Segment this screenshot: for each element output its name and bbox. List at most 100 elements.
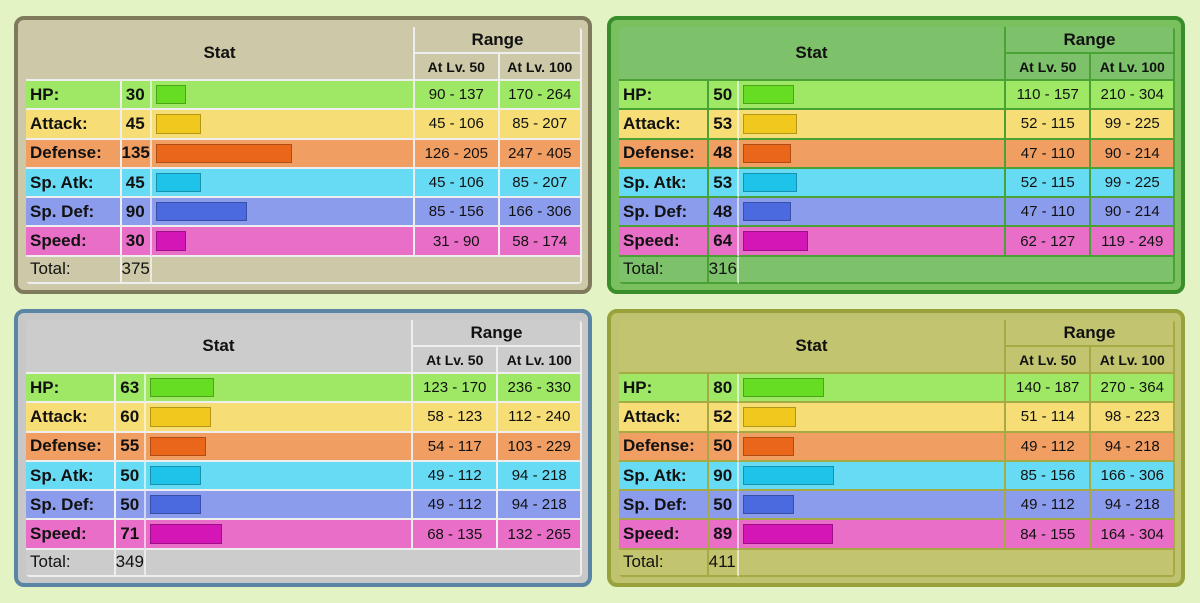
range-lv50: 49 - 112 bbox=[1005, 491, 1092, 521]
stat-bar-cell bbox=[151, 198, 416, 228]
stat-label: HP: bbox=[619, 374, 709, 404]
range-lv100: 170 - 264 bbox=[499, 81, 582, 111]
stat-bar-cell bbox=[146, 403, 413, 433]
stat-row-sp-atk: Sp. Atk: 53 52 - 115 99 - 225 bbox=[619, 168, 1175, 199]
range-lv50: 123 - 170 bbox=[412, 374, 499, 404]
stat-header: Stat bbox=[26, 27, 416, 81]
stat-row-defense: Defense: 55 54 - 117 103 - 229 bbox=[26, 432, 582, 462]
stat-value: 64 bbox=[708, 227, 740, 257]
range-lv50: 49 - 112 bbox=[412, 461, 499, 492]
total-filler bbox=[151, 256, 582, 284]
lv100-header: At Lv. 100 bbox=[498, 347, 582, 374]
stat-bar-cell bbox=[739, 139, 1006, 169]
stat-header: Stat bbox=[619, 27, 1006, 81]
stat-table: Stat Range At Lv. 50 At Lv. 100 HP: 50 110 - 1… bbox=[619, 27, 1175, 284]
stat-label: Speed: bbox=[619, 520, 709, 550]
stat-row-sp-def: Sp. Def: 50 49 - 112 94 - 218 bbox=[26, 491, 582, 521]
lv100-header: At Lv. 100 bbox=[1091, 347, 1175, 374]
stat-row-attack: Attack: 60 58 - 123 112 - 240 bbox=[26, 403, 582, 433]
stat-table: Stat Range At Lv. 50 At Lv. 100 HP: 63 123 - 1… bbox=[26, 320, 582, 577]
range-lv50: 51 - 114 bbox=[1005, 403, 1092, 433]
stat-panel-4: Stat Range At Lv. 50 At Lv. 100 HP: 80 140 - 1… bbox=[607, 309, 1185, 587]
stat-bar bbox=[743, 85, 795, 105]
stat-value: 89 bbox=[708, 520, 740, 550]
range-lv100: 99 - 225 bbox=[1091, 168, 1175, 199]
stat-bar-cell bbox=[151, 227, 416, 257]
stat-value: 53 bbox=[708, 110, 740, 140]
total-filler bbox=[739, 256, 1175, 284]
stat-bar-cell bbox=[146, 461, 413, 492]
range-lv100: 94 - 218 bbox=[498, 461, 582, 492]
total-label: Total: bbox=[619, 549, 709, 577]
range-lv100: 94 - 218 bbox=[498, 491, 582, 521]
range-lv50: 54 - 117 bbox=[412, 432, 499, 462]
range-lv50: 47 - 110 bbox=[1005, 139, 1092, 169]
stat-row-speed: Speed: 30 31 - 90 58 - 174 bbox=[26, 227, 582, 257]
range-lv50: 84 - 155 bbox=[1005, 520, 1092, 550]
range-lv100: 85 - 207 bbox=[499, 110, 582, 140]
stat-bar-cell bbox=[739, 432, 1006, 462]
range-lv100: 85 - 207 bbox=[499, 168, 582, 199]
stat-value: 50 bbox=[115, 461, 147, 492]
stat-bar-cell bbox=[739, 81, 1006, 111]
stat-bar-cell bbox=[739, 168, 1006, 199]
stat-label: Defense: bbox=[619, 139, 709, 169]
stat-bar bbox=[743, 143, 792, 163]
stat-bar-cell bbox=[146, 520, 413, 550]
stat-value: 50 bbox=[115, 491, 147, 521]
total-row: Total: 316 bbox=[619, 256, 1175, 284]
range-lv50: 85 - 156 bbox=[415, 198, 500, 228]
stat-value: 135 bbox=[121, 139, 152, 169]
range-lv100: 247 - 405 bbox=[499, 139, 582, 169]
stat-bar bbox=[743, 495, 795, 515]
stat-bar bbox=[155, 231, 186, 251]
stat-row-hp: HP: 30 90 - 137 170 - 264 bbox=[26, 81, 582, 111]
stat-bar bbox=[150, 436, 207, 456]
range-lv50: 62 - 127 bbox=[1005, 227, 1092, 257]
stat-bar bbox=[743, 172, 798, 193]
range-lv100: 99 - 225 bbox=[1091, 110, 1175, 140]
total-row: Total: 349 bbox=[26, 549, 582, 577]
total-filler bbox=[739, 549, 1175, 577]
stat-bar-cell bbox=[739, 110, 1006, 140]
range-lv50: 45 - 106 bbox=[415, 110, 500, 140]
stat-bar bbox=[743, 114, 798, 134]
stat-row-hp: HP: 80 140 - 187 270 - 364 bbox=[619, 374, 1175, 404]
stat-header: Stat bbox=[619, 320, 1006, 374]
range-lv100: 90 - 214 bbox=[1091, 198, 1175, 228]
stat-bar-cell bbox=[739, 198, 1006, 228]
stat-label: Sp. Atk: bbox=[26, 461, 116, 492]
range-lv100: 58 - 174 bbox=[499, 227, 582, 257]
stat-label: Speed: bbox=[619, 227, 709, 257]
stat-value: 90 bbox=[121, 198, 152, 228]
stat-label: Defense: bbox=[26, 139, 122, 169]
range-lv100: 94 - 218 bbox=[1091, 432, 1175, 462]
stat-label: Attack: bbox=[619, 403, 709, 433]
stat-row-sp-atk: Sp. Atk: 50 49 - 112 94 - 218 bbox=[26, 461, 582, 492]
stat-row-sp-def: Sp. Def: 90 85 - 156 166 - 306 bbox=[26, 198, 582, 228]
stat-label: Attack: bbox=[619, 110, 709, 140]
stat-bar bbox=[743, 524, 834, 544]
stat-value: 90 bbox=[708, 461, 740, 492]
stat-bar-cell bbox=[739, 227, 1006, 257]
stat-label: Attack: bbox=[26, 403, 116, 433]
range-lv50: 52 - 115 bbox=[1005, 168, 1092, 199]
stat-bar bbox=[743, 202, 792, 222]
range-lv100: 164 - 304 bbox=[1091, 520, 1175, 550]
stat-header: Stat bbox=[26, 320, 413, 374]
stat-bar-cell bbox=[739, 520, 1006, 550]
stat-bar bbox=[155, 143, 292, 163]
range-lv100: 270 - 364 bbox=[1091, 374, 1175, 404]
stat-row-hp: HP: 50 110 - 157 210 - 304 bbox=[619, 81, 1175, 111]
total-value: 411 bbox=[708, 549, 740, 577]
range-lv50: 45 - 106 bbox=[415, 168, 500, 199]
stat-label: HP: bbox=[619, 81, 709, 111]
stat-bar bbox=[150, 524, 223, 544]
stat-row-speed: Speed: 71 68 - 135 132 - 265 bbox=[26, 520, 582, 550]
stat-value: 50 bbox=[708, 491, 740, 521]
stat-bar bbox=[155, 202, 247, 222]
stat-row-sp-def: Sp. Def: 48 47 - 110 90 - 214 bbox=[619, 198, 1175, 228]
stat-row-defense: Defense: 48 47 - 110 90 - 214 bbox=[619, 139, 1175, 169]
stat-value: 60 bbox=[115, 403, 147, 433]
range-lv50: 126 - 205 bbox=[415, 139, 500, 169]
